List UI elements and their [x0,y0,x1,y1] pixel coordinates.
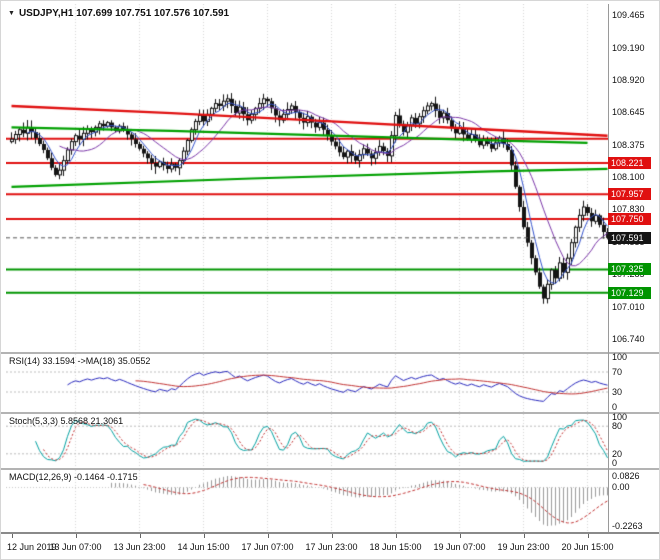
price-axis-label: 108.645 [612,107,645,118]
time-axis-label: 19 Jun 23:00 [497,542,550,552]
macd-panel-title: MACD(12,26,9) -0.1464 -0.1715 [9,472,138,482]
price-axis-label: 107.830 [612,204,645,215]
price-axis-label: 108.920 [612,74,645,85]
stoch-scale-label: 100 [612,412,628,422]
time-axis-tick [587,534,589,538]
rsi-scale-label: 30 [612,387,623,397]
price-axis-label: 107.010 [612,301,645,312]
time-axis-tick [459,534,461,538]
rsi-scale-label: 70 [612,367,623,377]
price-level-badge: 107.957 [608,188,651,201]
macd-panel-canvas[interactable] [6,470,608,532]
time-axis-label: 18 Jun 15:00 [369,542,422,552]
time-axis-tick [331,534,333,538]
price-axis-label: 109.190 [612,42,645,53]
price-axis-label: 106.740 [612,334,645,344]
time-axis-tick [395,534,397,538]
macd-scale-label-min: -0.2263 [612,521,643,531]
price-level-badge: 107.325 [608,263,651,276]
chart-header: ▼ USDJPY,H1 107.699 107.751 107.576 107.5… [8,8,229,19]
price-axis-label: 108.375 [612,139,645,150]
panel-splitter[interactable] [1,412,659,414]
time-axis-tick [75,534,77,538]
time-axis-label: 12 Jun 2019 [7,542,57,552]
rsi-panel-canvas[interactable] [6,354,608,412]
time-axis-tick [203,534,205,538]
current-price-badge: 107.591 [608,231,651,244]
time-axis-label: 17 Jun 23:00 [305,542,358,552]
time-axis-tick [267,534,269,538]
chart-marker-icon: ▼ [8,10,15,17]
rsi-scale-label: 0 [612,402,618,412]
stoch-panel-title: Stoch(5,3,3) 5.8568 21.3061 [9,416,124,426]
time-axis-label: 13 Jun 23:00 [113,542,166,552]
price-level-badge: 107.129 [608,286,651,299]
stoch-scale-label: 0 [612,458,618,468]
macd-scale-label-max: 0.0826 [612,471,640,481]
panel-splitter[interactable] [1,352,659,354]
time-axis-tick [11,534,13,538]
stoch-panel-canvas[interactable] [6,414,608,468]
time-axis-label: 17 Jun 07:00 [241,542,294,552]
panel-splitter[interactable] [1,468,659,470]
price-axis-label: 109.465 [612,10,645,20]
time-axis-label: 20 Jun 15:00 [561,542,614,552]
time-axis-tick [523,534,525,538]
time-axis-tick [139,534,141,538]
time-axis-label: 19 Jun 07:00 [433,542,486,552]
price-axis-label: 108.100 [612,172,645,183]
stoch-scale-label: 20 [612,448,623,459]
rsi-panel-title: RSI(14) 33.1594 ->MA(18) 35.0552 [9,356,151,366]
chart-title: USDJPY,H1 107.699 107.751 107.576 107.59… [18,8,230,19]
time-axis-separator [1,532,659,534]
price-level-badge: 108.221 [608,156,651,169]
main-chart-canvas[interactable] [6,4,608,352]
macd-scale-label-zero: 0.00 [612,482,630,493]
price-level-badge: 107.750 [608,212,651,225]
rsi-scale-label: 100 [612,352,628,362]
time-axis-label: 14 Jun 15:00 [177,542,230,552]
stoch-scale-label: 80 [612,421,623,432]
time-axis-label: 13 Jun 07:00 [49,542,102,552]
